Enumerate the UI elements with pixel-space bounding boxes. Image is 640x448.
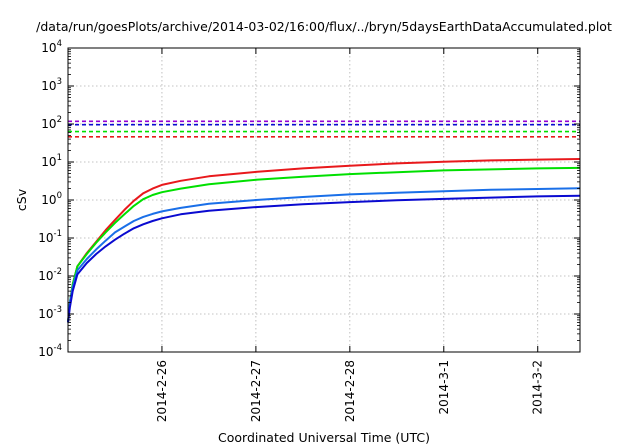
series-line-3 xyxy=(67,187,581,323)
series-line-1 xyxy=(67,158,581,323)
x-axis-label: Coordinated Universal Time (UTC) xyxy=(218,430,430,445)
y-tick-label: 102 xyxy=(41,115,62,131)
chart-title: /data/run/goesPlots/archive/2014-03-02/1… xyxy=(36,19,612,34)
x-tick-label: 2014-2-28 xyxy=(343,360,357,422)
x-tick-label: 2014-3-2 xyxy=(531,360,545,414)
series-line-4 xyxy=(67,194,581,323)
y-tick-label: 10-4 xyxy=(38,343,62,359)
x-tick-label: 2014-2-26 xyxy=(155,360,169,422)
y-axis: 10-4 10-3 10-2 10-1 100 101 102 103 104 xyxy=(38,39,580,359)
y-tick-label: 103 xyxy=(41,77,62,93)
x-tick-label: 2014-3-1 xyxy=(437,360,451,414)
series-line-2 xyxy=(67,166,581,323)
y-tick-label: 10-1 xyxy=(38,229,62,245)
series-layer xyxy=(67,120,581,323)
y-tick-label: 10-2 xyxy=(38,267,62,283)
y-axis-label: cSv xyxy=(14,188,29,211)
x-tick-label: 2014-2-27 xyxy=(249,360,263,422)
x-axis: 2014-2-26 2014-2-27 2014-2-28 2014-3-1 2014-… xyxy=(155,48,545,422)
y-tick-label: 10-3 xyxy=(38,305,62,321)
y-tick-label: 104 xyxy=(41,39,62,55)
grid xyxy=(68,48,580,352)
y-tick-label: 100 xyxy=(41,191,62,207)
y-tick-label: 101 xyxy=(41,153,62,169)
